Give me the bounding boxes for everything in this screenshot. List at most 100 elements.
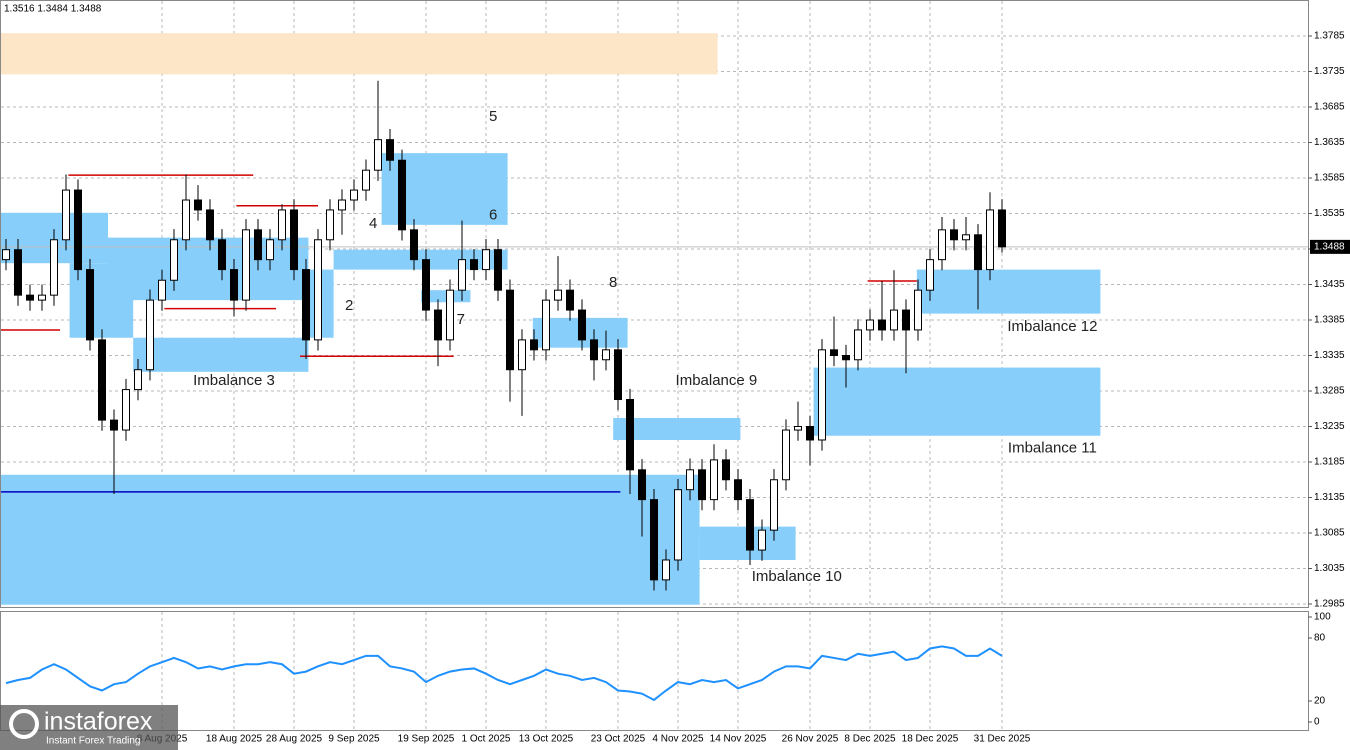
y-tick-label: 1.2985: [1314, 599, 1345, 610]
candle-body: [938, 229, 946, 261]
price-frame: [0, 0, 1309, 608]
current-price-label: 1.3488: [1314, 242, 1345, 253]
x-tick-label: 19 Sep 2025: [398, 734, 455, 745]
candle-body: [722, 459, 730, 481]
y-tick-label: 1.3685: [1314, 102, 1345, 113]
candle-body: [890, 309, 898, 331]
candle-body: [290, 209, 298, 271]
y-tick-label: 100: [1314, 612, 1331, 623]
annotation: Imbalance 11: [1008, 439, 1097, 456]
x-tick-label: 18 Aug 2025: [206, 734, 263, 745]
y-tick-label: 1.3385: [1314, 315, 1345, 326]
annotation: 6: [489, 207, 497, 224]
candle-body: [374, 139, 382, 171]
candle-body: [74, 189, 82, 271]
y-tick-label: 20: [1314, 696, 1326, 707]
x-tick-label: 8 Dec 2025: [844, 734, 896, 745]
candle-body: [758, 529, 766, 551]
candle-body: [482, 249, 490, 271]
candle-body: [674, 489, 682, 561]
candle-body: [170, 239, 178, 281]
candle-body: [578, 309, 586, 341]
imbalance-zone: [1, 33, 718, 75]
candle-body: [974, 234, 982, 271]
candle-body: [158, 279, 166, 301]
imbalance-zone: [813, 367, 1101, 436]
x-tick-label: 13 Oct 2025: [519, 734, 574, 745]
candle-body: [134, 369, 142, 391]
candle-body: [638, 469, 646, 501]
candle-body: [686, 469, 694, 491]
candle-body: [302, 269, 310, 341]
y-tick-label: 1.3735: [1314, 66, 1345, 77]
candle-body: [650, 499, 658, 581]
y-tick-label: 80: [1314, 633, 1326, 644]
candle-body: [50, 239, 58, 296]
x-tick-label: 18 Dec 2025: [902, 734, 959, 745]
candle-body: [38, 294, 46, 301]
candle-body: [2, 249, 10, 261]
annotation: Imbalance 3: [193, 372, 275, 389]
candle-body: [350, 189, 358, 201]
y-tick-label: 1.3635: [1314, 137, 1345, 148]
candle-body: [614, 349, 622, 401]
candle-body: [902, 309, 910, 331]
x-tick-label: 23 Oct 2025: [591, 734, 646, 745]
candle-body: [566, 289, 574, 311]
foreground-layer: 1.2985 1.3035 1.3085 1.3135 1.3185 1.3235 1.32…: [0, 31, 1350, 750]
y-tick-label: 0: [1314, 717, 1320, 728]
y-tick-label: 1.3435: [1314, 279, 1345, 290]
y-tick-label: 1.3585: [1314, 173, 1345, 184]
candle-body: [926, 259, 934, 291]
candle-body: [998, 209, 1006, 248]
candle-body: [266, 239, 274, 261]
candle-body: [326, 209, 334, 241]
candle-body: [854, 329, 862, 361]
imbalance-zone: [133, 337, 309, 372]
current-price-box: [1310, 239, 1350, 254]
annotation: Imbalance 12: [1007, 318, 1097, 335]
candle-body: [182, 199, 190, 241]
annotation: Imbalance 10: [752, 568, 842, 585]
annotation: 7: [457, 311, 465, 328]
candle-body: [446, 289, 454, 341]
candle-body: [590, 339, 598, 361]
candle-body: [962, 234, 970, 241]
candle-body: [506, 289, 514, 371]
candle-body: [458, 259, 466, 291]
candle-body: [422, 259, 430, 311]
candle-body: [14, 249, 22, 296]
candle-body: [878, 319, 886, 331]
y-tick-label: 1.3235: [1314, 421, 1345, 432]
candle-body: [278, 209, 286, 241]
annotation: 2: [345, 297, 353, 314]
candle-body: [410, 229, 418, 261]
candle-body: [86, 269, 94, 341]
candle-body: [698, 469, 706, 501]
x-tick-label: 9 Sep 2025: [328, 734, 380, 745]
brand-tagline: Instant Forex Trading: [46, 736, 141, 747]
candle-body: [866, 319, 874, 331]
candle-body: [362, 169, 370, 191]
y-tick-label: 1.3085: [1314, 528, 1345, 539]
imbalance-zone: [108, 237, 309, 301]
candle-body: [806, 426, 814, 441]
x-tick-label: 14 Nov 2025: [710, 734, 767, 745]
annotation: 8: [609, 274, 617, 291]
annotation: 4: [369, 215, 377, 232]
candle-body: [842, 355, 850, 361]
annotation: Imbalance 9: [676, 372, 758, 389]
candle-body: [662, 559, 670, 581]
candle-body: [518, 339, 526, 371]
candle-body: [338, 199, 346, 211]
candle-body: [146, 299, 154, 371]
imbalance-zone: [421, 290, 471, 303]
candle-body: [986, 209, 994, 271]
candle-body: [122, 389, 130, 431]
candle-body: [818, 349, 826, 441]
candle-body: [230, 269, 238, 301]
candle-body: [746, 499, 754, 551]
candle-body: [782, 429, 790, 481]
x-tick-label: 28 Aug 2025: [266, 734, 323, 745]
